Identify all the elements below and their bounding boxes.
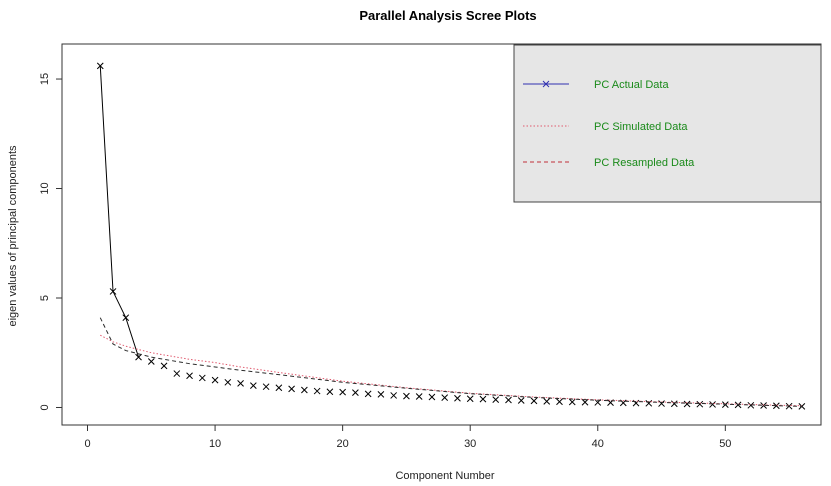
actual-data-point [543, 397, 551, 405]
actual-data-point [709, 401, 716, 408]
actual-data-point [747, 401, 755, 409]
series-1 [100, 334, 802, 407]
actual-data-point [517, 397, 525, 404]
actual-data-point [772, 402, 780, 410]
legend-label: PC Simulated Data [594, 121, 688, 133]
legend-marker [542, 80, 550, 88]
actual-data-point [109, 288, 117, 295]
actual-data-point [173, 370, 181, 377]
chart-title: Parallel Analysis Scree Plots [359, 8, 536, 23]
legend-item: PC Resampled Data [523, 157, 695, 169]
series-0 [96, 62, 806, 410]
actual-data-point [390, 392, 398, 399]
actual-data-point [530, 397, 538, 405]
actual-data-point [364, 390, 372, 398]
plot-frame [61, 43, 822, 426]
legend: PC Actual Data PC Simulated Data PC Resamp… [513, 44, 822, 203]
actual-data-point [683, 400, 691, 408]
actual-data-point [696, 400, 704, 408]
x-tick-label: 30 [464, 438, 476, 450]
series-2 [99, 317, 802, 407]
y-tick-label: 10 [39, 182, 51, 194]
series-layer [96, 62, 806, 410]
actual-data-point [479, 395, 487, 403]
actual-data-point [147, 358, 155, 365]
actual-data-point [198, 374, 206, 382]
x-axis-label: Component Number [395, 470, 494, 482]
x-tick-label: 0 [84, 438, 90, 450]
y-tick-label: 5 [39, 295, 51, 301]
x-axis: 0 10 20 30 40 50 [84, 425, 731, 450]
actual-data-point [326, 388, 334, 396]
actual-data-point [288, 385, 295, 393]
actual-data-point [160, 362, 168, 370]
actual-data-point [301, 386, 308, 394]
actual-data-point [352, 389, 359, 396]
actual-data-point [275, 384, 283, 392]
actual-data-point [505, 396, 512, 404]
y-axis-label: eigen values of principal components [7, 145, 19, 327]
actual-data-point [658, 400, 665, 407]
y-tick-label: 15 [39, 73, 51, 85]
y-tick-label: 0 [39, 404, 51, 410]
actual-data-point [313, 387, 321, 395]
actual-data-point [568, 398, 576, 406]
actual-data-point [224, 378, 232, 386]
actual-data-point [403, 392, 410, 400]
x-tick-label: 40 [592, 438, 604, 450]
actual-data-point [339, 388, 346, 396]
actual-data-point [122, 314, 130, 322]
actual-data-point [249, 382, 257, 389]
actual-data-point [466, 395, 474, 403]
actual-data-point [454, 394, 461, 402]
actual-data-point [237, 380, 244, 387]
resampled-data-line [99, 317, 802, 407]
actual-data-point [428, 393, 436, 401]
actual-data-point [415, 393, 423, 400]
y-axis: 0 5 10 15 [39, 73, 62, 411]
actual-data-point [135, 353, 142, 361]
actual-data-point [441, 394, 449, 401]
actual-data-point [556, 398, 563, 406]
legend-label: PC Resampled Data [594, 157, 695, 169]
actual-data-point [760, 402, 767, 409]
actual-data-line [99, 65, 140, 358]
actual-data-point [492, 396, 500, 403]
actual-data-point [377, 390, 385, 398]
legend-items: PC Actual Data PC Simulated Data PC Resamp… [523, 79, 695, 169]
x-tick-label: 10 [209, 438, 221, 450]
legend-item: PC Actual Data [523, 79, 669, 91]
legend-label: PC Actual Data [594, 79, 669, 91]
legend-item: PC Simulated Data [523, 121, 688, 133]
actual-data-point [96, 62, 104, 70]
simulated-data-line [100, 334, 802, 407]
actual-data-point [262, 383, 270, 391]
actual-data-point [211, 376, 219, 384]
actual-data-point [186, 372, 193, 380]
legend-box [513, 44, 822, 203]
actual-data-point [670, 400, 678, 408]
x-tick-label: 20 [337, 438, 349, 450]
x-tick-label: 50 [719, 438, 731, 450]
